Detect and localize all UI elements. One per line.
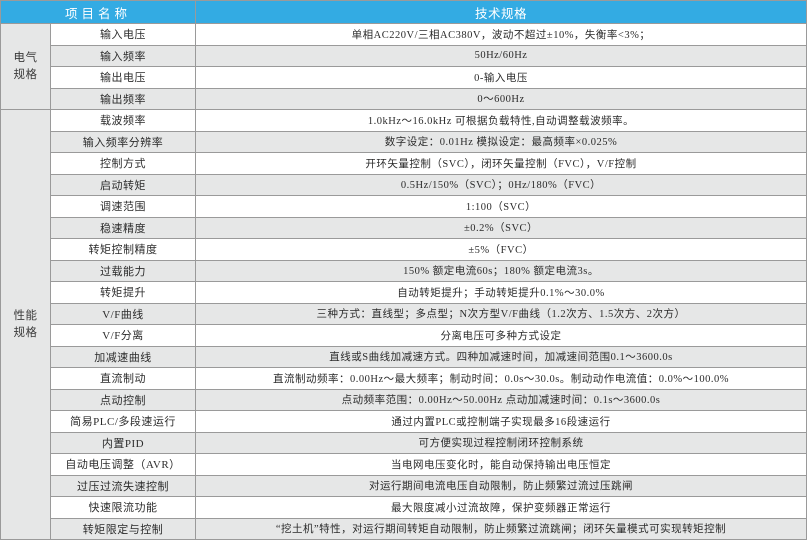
spec-value-cell: 自动转矩提升；手动转矩提升0.1%～30.0% [195, 281, 808, 304]
spec-value-cell: 1.0kHz～16.0kHz 可根据负载特性,自动调整载波频率。 [195, 109, 808, 132]
item-name-cell: 启动转矩 [49, 173, 197, 196]
group-label-line-1: 性能 [13, 309, 38, 322]
table-row: 转矩提升 自动转矩提升；手动转矩提升0.1%～30.0% [1, 281, 808, 304]
item-name-cell: 输出频率 [49, 87, 197, 110]
table-row: 输出频率 0～600Hz [1, 87, 808, 110]
column-header-item-name: 项目名称 [0, 0, 197, 24]
table-row: 输入频率 50Hz/60Hz [1, 44, 808, 67]
spec-value-cell: 通过内置PLC或控制端子实现最多16段速运行 [195, 410, 808, 433]
spec-value-cell: 对运行期间电流电压自动限制，防止频繁过流过压跳闸 [195, 474, 808, 497]
item-name-cell: 过压过流失速控制 [49, 474, 197, 497]
table-row: 直流制动 直流制动频率：0.00Hz～最大频率；制动时间：0.0s～30.0s。制… [1, 367, 808, 390]
item-name-cell: 快速限流功能 [49, 496, 197, 519]
spec-value-cell: 直流制动频率：0.00Hz～最大频率；制动时间：0.0s～30.0s。制动动作电… [195, 367, 808, 390]
spec-value-cell: 直线或S曲线加减速方式。四种加减速时间，加减速间范围0.1～3600.0s [195, 345, 808, 368]
item-name-cell: 自动电压调整（AVR） [49, 453, 197, 476]
spec-value-cell: ±5%（FVC） [195, 238, 808, 261]
spec-value-cell: 50Hz/60Hz [195, 44, 808, 67]
table-row: 调速范围 1:100（SVC） [1, 195, 808, 218]
item-name-cell: 输出电压 [49, 66, 197, 89]
item-name-cell: 直流制动 [49, 367, 197, 390]
spec-value-cell: 0～600Hz [195, 87, 808, 110]
spec-value-cell: 点动频率范围：0.00Hz～50.00Hz 点动加减速时间：0.1s～3600.… [195, 388, 808, 411]
table-row: 自动电压调整（AVR） 当电网电压变化时，能自动保持输出电压恒定 [1, 453, 808, 476]
table-row: 过载能力 150% 额定电流60s；180% 额定电流3s。 [1, 259, 808, 282]
item-name-cell: 输入频率 [49, 44, 197, 67]
spec-value-cell: 数字设定：0.01Hz 模拟设定：最高频率×0.025% [195, 130, 808, 153]
header-row: 项目名称 技术规格 [0, 0, 808, 24]
group-label-cell: 性能 规格 [0, 109, 51, 540]
table-row: 性能 规格 载波频率 1.0kHz～16.0kHz 可根据负载特性,自动调整载波频率。 [0, 109, 808, 540]
item-name-cell: 载波频率 [49, 109, 197, 132]
spec-value-cell: 0-输入电压 [195, 66, 808, 89]
table-body: 电气 规格 输入电压 单相AC220V/三相AC380V，波动不超过±10%，失衡率<… [0, 23, 808, 540]
spec-value-cell: 1:100（SVC） [195, 195, 808, 218]
group-label-cell: 电气 规格 [0, 23, 51, 110]
table-row: 简易PLC/多段速运行 通过内置PLC或控制端子实现最多16段速运行 [1, 410, 808, 433]
item-name-cell: 转矩限定与控制 [49, 517, 197, 540]
column-header-technical-spec: 技术规格 [195, 0, 808, 24]
table-header: 项目名称 技术规格 [0, 0, 808, 24]
table-row: 加减速曲线 直线或S曲线加减速方式。四种加减速时间，加减速间范围0.1～3600.… [1, 345, 808, 368]
group-label-line-2: 规格 [13, 326, 38, 339]
table-row: 转矩控制精度 ±5%（FVC） [1, 238, 808, 261]
spec-value-cell: “挖土机”特性，对运行期间转矩自动限制，防止频繁过流跳闸；闭环矢量模式可实现转矩… [195, 517, 808, 540]
table-row: V/F曲线 三种方式：直线型；多点型；N次方型V/F曲线（1.2次方、1.5次方、… [1, 302, 808, 325]
spec-value-cell: 最大限度减小过流故障，保护变频器正常运行 [195, 496, 808, 519]
group-label-line-1: 电气 [13, 51, 38, 64]
spec-value-cell: 当电网电压变化时，能自动保持输出电压恒定 [195, 453, 808, 476]
item-name-cell: 转矩控制精度 [49, 238, 197, 261]
item-name-cell: 输入电压 [49, 23, 197, 46]
item-name-cell: 稳速精度 [49, 216, 197, 239]
item-name-cell: V/F曲线 [49, 302, 197, 325]
item-name-cell: 加减速曲线 [49, 345, 197, 368]
table-row: 点动控制 点动频率范围：0.00Hz～50.00Hz 点动加减速时间：0.1s～3… [1, 388, 808, 411]
spec-value-cell: 分离电压可多种方式设定 [195, 324, 808, 347]
item-name-cell: 过载能力 [49, 259, 197, 282]
table-row: 启动转矩 0.5Hz/150%（SVC）；0Hz/180%（FVC） [1, 173, 808, 196]
table-row: 内置PID 可方便实现过程控制闭环控制系统 [1, 431, 808, 454]
spec-value-cell: 开环矢量控制（SVC），闭环矢量控制（FVC），V/F控制 [195, 152, 808, 175]
item-name-cell: 点动控制 [49, 388, 197, 411]
spec-value-cell: 可方便实现过程控制闭环控制系统 [195, 431, 808, 454]
spec-value-cell: 150% 额定电流60s；180% 额定电流3s。 [195, 259, 808, 282]
spec-value-cell: 单相AC220V/三相AC380V，波动不超过±10%，失衡率<3%； [195, 23, 808, 46]
item-name-cell: 简易PLC/多段速运行 [49, 410, 197, 433]
table-row: 电气 规格 输入电压 单相AC220V/三相AC380V，波动不超过±10%，失衡率<… [0, 23, 808, 110]
item-name-cell: V/F分离 [49, 324, 197, 347]
table-row: 输入频率分辨率 数字设定：0.01Hz 模拟设定：最高频率×0.025% [1, 130, 808, 153]
table-row: 过压过流失速控制 对运行期间电流电压自动限制，防止频繁过流过压跳闸 [1, 474, 808, 497]
table-row: 稳速精度 ±0.2%（SVC） [1, 216, 808, 239]
spec-value-cell: 三种方式：直线型；多点型；N次方型V/F曲线（1.2次方、1.5次方、2次方） [195, 302, 808, 325]
spec-value-cell: ±0.2%（SVC） [195, 216, 808, 239]
table-row: V/F分离 分离电压可多种方式设定 [1, 324, 808, 347]
item-name-cell: 调速范围 [49, 195, 197, 218]
group-label-line-2: 规格 [13, 68, 38, 81]
table-row: 控制方式 开环矢量控制（SVC），闭环矢量控制（FVC），V/F控制 [1, 152, 808, 175]
item-name-cell: 内置PID [49, 431, 197, 454]
spec-value-cell: 0.5Hz/150%（SVC）；0Hz/180%（FVC） [195, 173, 808, 196]
item-name-cell: 转矩提升 [49, 281, 197, 304]
table-row: 转矩限定与控制 “挖土机”特性，对运行期间转矩自动限制，防止频繁过流跳闸；闭环矢量… [1, 517, 808, 540]
table-row: 快速限流功能 最大限度减小过流故障，保护变频器正常运行 [1, 496, 808, 519]
item-name-cell: 输入频率分辨率 [49, 130, 197, 153]
item-name-cell: 控制方式 [49, 152, 197, 175]
table-row: 输出电压 0-输入电压 [1, 66, 808, 89]
